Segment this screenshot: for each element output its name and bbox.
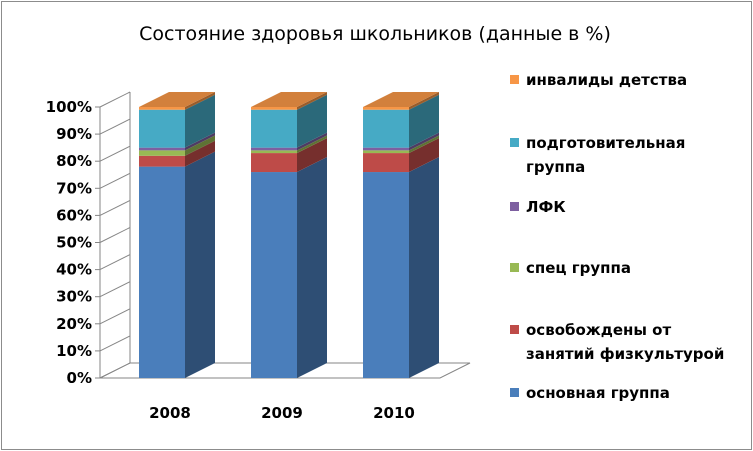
chart-title: Состояние здоровья школьников (данные в …: [139, 23, 611, 45]
chart-axes: [95, 91, 471, 379]
legend-label: инвалиды детства: [526, 71, 687, 89]
legend-item: инвалиды детства: [510, 71, 687, 89]
bar-segment: [251, 150, 297, 154]
y-tick-label: 50%: [56, 234, 92, 252]
legend-swatch: [510, 75, 519, 84]
bar-segment: [251, 153, 297, 173]
y-tick-label: 100%: [46, 98, 92, 116]
bar-stack-2010: [363, 92, 439, 378]
bar-segment: [251, 107, 297, 110]
bar-stack-2009: [251, 92, 327, 378]
bar-segment: [139, 150, 185, 156]
bar-stack-2008: [139, 92, 215, 378]
legend-label: спец группа: [526, 259, 631, 277]
legend-label: ЛФК: [526, 198, 566, 216]
bar-segment-side: [409, 92, 439, 110]
x-tick-label: 2010: [373, 404, 415, 422]
bar-segment-side: [297, 135, 327, 154]
y-tick-diagonal: [99, 335, 131, 352]
y-tick-diagonal: [99, 281, 131, 298]
bar-segment: [363, 109, 409, 148]
legend-swatch: [510, 388, 519, 397]
bar-top: [363, 92, 439, 107]
y-tick-label: 80%: [56, 152, 92, 170]
y-tick-diagonal: [99, 118, 131, 135]
bar-segment: [139, 155, 185, 167]
bar-segment: [139, 107, 185, 110]
bar-segment-side: [297, 138, 327, 173]
bar-segment: [363, 147, 409, 151]
y-tick-label: 30%: [56, 288, 92, 306]
bar-top: [139, 92, 215, 107]
y-tick-diagonal: [99, 308, 131, 325]
bar-segment-side: [409, 132, 439, 151]
chart-legend: инвалиды детства подготовительная группа ЛФ…: [510, 71, 724, 402]
y-tick-label: 20%: [56, 315, 92, 333]
y-tick-labels: 0% 10% 20% 30% 40% 50% 60% 70% 80% 90% 100%: [46, 98, 92, 387]
y-tick-diagonal: [99, 199, 131, 216]
bar-segment: [139, 166, 185, 378]
bar-segment-side: [185, 140, 215, 167]
bar-segment: [363, 172, 409, 378]
bar-segment-side: [297, 157, 327, 378]
bar-segment: [139, 147, 185, 151]
legend-swatch: [510, 263, 519, 272]
bar-segment: [363, 153, 409, 173]
bar-segment-side: [185, 151, 215, 378]
bar-segment-side: [185, 92, 215, 110]
x-tick-label: 2009: [261, 404, 303, 422]
bar-segment-side: [297, 92, 327, 110]
legend-item: основная группа: [510, 384, 670, 402]
x-tick-labels: 2008 2009 2010: [149, 404, 415, 422]
legend-label: основная группа: [526, 384, 670, 402]
y-tick-diagonal: [99, 172, 131, 189]
y-tick-label: 0%: [67, 369, 92, 387]
y-tick-label: 70%: [56, 179, 92, 197]
chart-bars: [139, 92, 439, 378]
bar-segment: [363, 150, 409, 154]
legend-item: освобождены от занятий физкультурой: [510, 321, 724, 363]
bar-segment: [251, 147, 297, 151]
bar-segment: [251, 109, 297, 148]
bar-segment-side: [297, 94, 327, 148]
legend-swatch: [510, 138, 519, 147]
legend-item: ЛФК: [510, 198, 566, 216]
bar-segment: [363, 107, 409, 110]
bar-segment-side: [409, 135, 439, 154]
y-tick-label: 40%: [56, 261, 92, 279]
y-tick-diagonal: [99, 227, 131, 243]
y-tick-label: 60%: [56, 206, 92, 224]
bar-segment-side: [185, 94, 215, 148]
x-tick-label: 2008: [149, 404, 191, 422]
legend-swatch: [510, 202, 519, 211]
bar-segment-side: [409, 138, 439, 173]
legend-label: группа: [526, 158, 585, 176]
y-tick-diagonal: [99, 362, 131, 379]
legend-item: спец группа: [510, 259, 631, 277]
bar-segment-side: [185, 135, 215, 156]
bar-segment-side: [185, 132, 215, 151]
y-tick-diagonal: [99, 145, 131, 162]
bar-top: [251, 92, 327, 107]
bar-segment-side: [409, 157, 439, 378]
legend-label: занятий физкультурой: [526, 345, 724, 363]
bar-segment: [139, 109, 185, 148]
legend-label: подготовительная: [526, 134, 685, 152]
y-tick-label: 90%: [56, 125, 92, 143]
y-tick-diagonal: [99, 254, 131, 271]
bar-segment-side: [297, 132, 327, 151]
y-tick-diagonal: [99, 91, 131, 108]
legend-label: освобождены от: [526, 321, 671, 339]
y-tick-label: 10%: [56, 342, 92, 360]
legend-item: подготовительная группа: [510, 134, 685, 176]
bar-segment-side: [409, 94, 439, 148]
legend-swatch: [510, 325, 519, 334]
bar-segment: [251, 172, 297, 378]
